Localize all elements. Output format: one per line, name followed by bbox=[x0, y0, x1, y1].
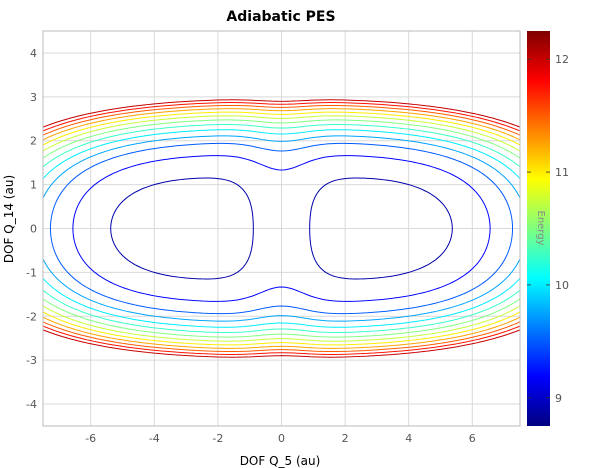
y-tick-label: -1 bbox=[26, 266, 37, 279]
y-tick-label: -3 bbox=[26, 354, 37, 367]
colorbar-tick-label: 12 bbox=[555, 53, 569, 66]
colorbar-tick-label: 10 bbox=[555, 279, 569, 292]
y-tick-label: 2 bbox=[30, 135, 37, 148]
contour-level bbox=[110, 177, 453, 280]
x-tick-label: -6 bbox=[85, 432, 96, 445]
y-axis-label: DOF Q_14 (au) bbox=[2, 175, 16, 263]
x-axis-ticks: -6 -4 -2 0 2 4 6 bbox=[85, 432, 476, 445]
x-axis-label: DOF Q_5 (au) bbox=[240, 454, 321, 468]
colorbar-label: Energy bbox=[535, 210, 546, 245]
x-tick-label: 4 bbox=[405, 432, 412, 445]
x-tick-label: 2 bbox=[342, 432, 349, 445]
x-tick-label: -2 bbox=[212, 432, 223, 445]
contour-level bbox=[42, 119, 521, 338]
contour-level bbox=[42, 129, 521, 328]
contour-level bbox=[42, 135, 521, 322]
colorbar-tick-label: 11 bbox=[555, 166, 569, 179]
y-axis-ticks: -4 -3 -2 -1 0 1 2 3 4 bbox=[26, 47, 37, 411]
x-tick-label: 0 bbox=[278, 432, 285, 445]
contour-level bbox=[72, 155, 491, 302]
colorbar-ticks: 9 10 11 12 bbox=[527, 53, 569, 405]
contour-level bbox=[42, 102, 521, 355]
contour-level bbox=[42, 124, 521, 333]
contour-level bbox=[42, 99, 521, 358]
contour-level bbox=[42, 108, 521, 349]
chart-title: Adiabatic PES bbox=[226, 9, 335, 25]
colorbar-tick-label: 9 bbox=[555, 392, 562, 405]
grid bbox=[43, 31, 520, 426]
contour-lines bbox=[42, 99, 521, 358]
contour-level bbox=[42, 115, 521, 342]
y-tick-label: 3 bbox=[30, 91, 37, 104]
contour-level bbox=[42, 104, 521, 353]
plot-frame bbox=[42, 30, 521, 427]
y-tick-label: 4 bbox=[30, 47, 37, 60]
colorbar bbox=[527, 31, 550, 426]
y-tick-label: -4 bbox=[26, 398, 37, 411]
y-tick-label: -2 bbox=[26, 310, 37, 323]
x-tick-label: -4 bbox=[149, 432, 160, 445]
contour-level bbox=[42, 111, 521, 346]
contour-level bbox=[49, 142, 514, 315]
y-tick-label: 0 bbox=[30, 223, 37, 236]
x-tick-label: 6 bbox=[469, 432, 476, 445]
y-tick-label: 1 bbox=[30, 179, 37, 192]
